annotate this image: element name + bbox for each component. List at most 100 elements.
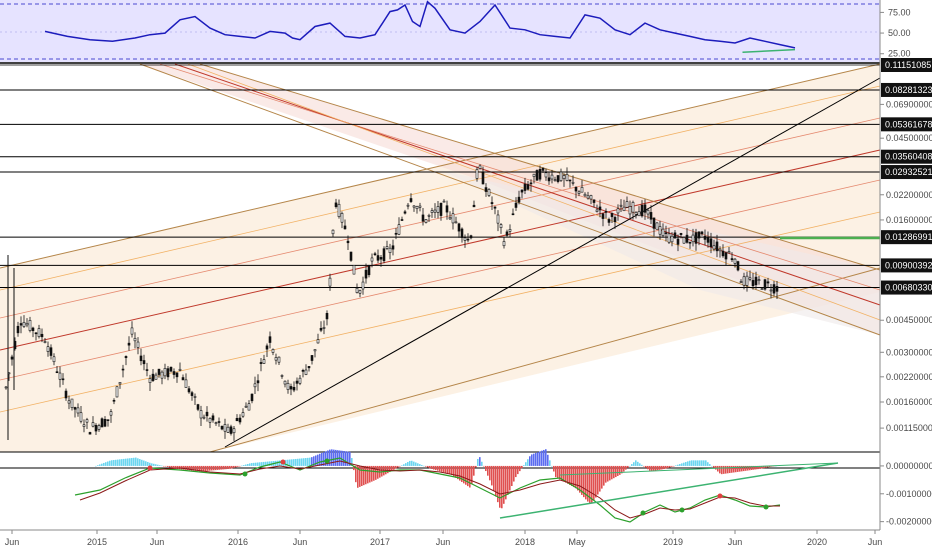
macd-histogram-bar (627, 465, 629, 468)
macd-histogram-bar (751, 465, 753, 470)
macd-histogram-bar (373, 465, 375, 481)
macd-histogram-bar (265, 461, 267, 466)
macd-histogram-bar (263, 461, 265, 466)
macd-histogram-bar (441, 465, 443, 472)
candle-body (646, 209, 650, 215)
candle-body (676, 238, 680, 245)
macd-histogram-bar (595, 465, 597, 498)
candle-body (703, 235, 707, 240)
candle-body (226, 426, 230, 433)
macd-histogram-bar (491, 465, 493, 486)
macd-histogram-bar (437, 465, 439, 471)
macd-cross-marker (147, 465, 153, 471)
price-level-tag (881, 149, 932, 164)
rsi-axis-ticks: 75.00 50.00 25.00 (880, 7, 911, 59)
candle-body (766, 281, 770, 284)
macd-histogram-bar (647, 465, 649, 470)
candle-body (370, 257, 374, 262)
macd-histogram-bar (497, 465, 499, 503)
macd-histogram-bar (167, 465, 169, 467)
macd-histogram-bar (683, 462, 685, 466)
macd-histogram-bar (365, 465, 367, 485)
macd-histogram-bar (613, 465, 615, 479)
candle-body (274, 357, 278, 361)
candle-body (616, 208, 620, 214)
macd-histogram-bar (347, 451, 349, 466)
candle-body (298, 377, 302, 384)
candle-body (175, 372, 179, 378)
price-tick-label: 0.01600000 (886, 215, 932, 225)
candle-body (133, 337, 137, 342)
macd-histogram-bar (657, 465, 659, 471)
macd-histogram-bar (501, 465, 503, 509)
candle-body (493, 206, 497, 209)
macd-histogram-bar (257, 462, 259, 466)
candle-body (460, 228, 464, 238)
candle-body (361, 281, 365, 290)
macd-histogram-bar (543, 449, 545, 466)
macd-histogram-bar (577, 465, 579, 491)
candle-body (310, 355, 314, 361)
candle-body (490, 202, 494, 205)
macd-histogram-bar (623, 465, 625, 472)
candle-body (655, 222, 659, 230)
macd-histogram-bar (297, 458, 299, 466)
macd-histogram-bar (325, 451, 327, 466)
macd-histogram-bar (293, 459, 295, 466)
macd-histogram-bar (295, 458, 297, 466)
candle-body (739, 281, 743, 283)
macd-histogram-bar (753, 465, 755, 470)
candle-body (448, 217, 452, 220)
macd-histogram-bar (537, 452, 539, 466)
macd-histogram-bar (375, 465, 377, 480)
macd-histogram-bar (105, 462, 107, 466)
macd-histogram-bar (127, 458, 129, 466)
macd-histogram-bar (673, 465, 675, 467)
candle-body (199, 410, 203, 419)
macd-histogram-bar (285, 459, 287, 466)
macd-histogram-bar (447, 465, 449, 474)
macd-histogram-bar (599, 465, 601, 492)
candle-body (415, 206, 419, 210)
price-tick-label: 0.00450000 (886, 315, 932, 325)
candle-body (763, 279, 767, 290)
macd-histogram-bar (521, 465, 523, 469)
price-tick-label: 0.04500000 (886, 133, 932, 143)
macd-histogram-bar (723, 465, 725, 474)
candle-body (679, 233, 683, 235)
candle-body (427, 214, 431, 217)
macd-histogram-bar (457, 465, 459, 480)
macd-histogram-bar (483, 465, 485, 467)
macd-histogram-bar (371, 465, 373, 482)
candle-body (55, 371, 59, 373)
macd-histogram-bar (605, 465, 607, 483)
macd-histogram-bar (579, 465, 581, 493)
candle-body (412, 205, 416, 208)
candle-body (316, 339, 320, 344)
macd-histogram-bar (529, 456, 531, 466)
candle-body (154, 374, 158, 380)
candle-body (34, 332, 38, 335)
macd-histogram-bar (301, 458, 303, 466)
macd-histogram-bar (395, 465, 397, 469)
macd-histogram-bar (145, 461, 147, 466)
candle-body (217, 421, 221, 423)
macd-histogram-bar (591, 465, 593, 504)
candle-body (349, 251, 353, 261)
macd-histogram-bar (177, 465, 179, 469)
macd-histogram-bar (171, 465, 173, 468)
candle-body (337, 203, 341, 217)
candle-body (652, 217, 656, 229)
candle-body (196, 404, 200, 410)
macd-histogram-bar (765, 465, 767, 468)
candle-body (673, 232, 677, 239)
macd-histogram-bar (255, 462, 257, 466)
macd-histogram-bar (389, 465, 391, 473)
macd-histogram-bar (671, 465, 673, 467)
macd-histogram-bar (523, 465, 525, 466)
macd-histogram-bar (583, 465, 585, 498)
macd-histogram-bar (121, 459, 123, 466)
macd-tick-label: -0.00200000 (886, 517, 932, 527)
macd-histogram-bar (357, 465, 359, 488)
macd-histogram-bar (101, 463, 103, 466)
